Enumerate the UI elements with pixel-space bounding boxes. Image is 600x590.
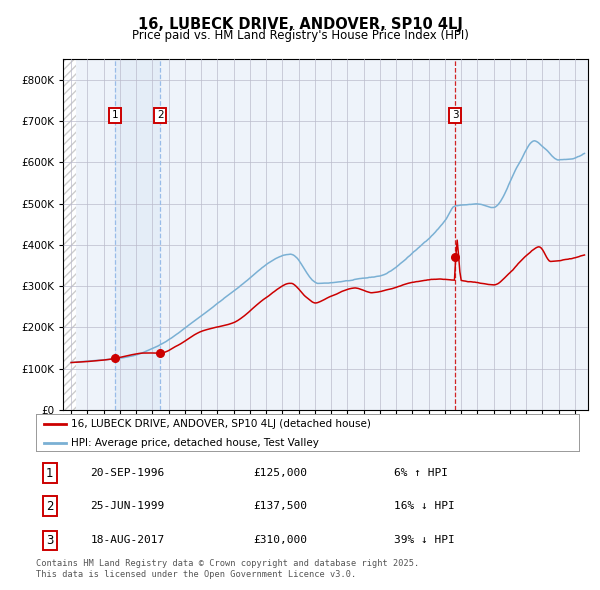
Text: 2: 2: [46, 500, 53, 513]
Bar: [115, 59, 160, 410]
Text: 3: 3: [452, 110, 458, 120]
Text: Contains HM Land Registry data © Crown copyright and database right 2025.
This d: Contains HM Land Registry data © Crown c…: [36, 559, 419, 579]
Text: 2: 2: [157, 110, 164, 120]
Text: £310,000: £310,000: [253, 535, 307, 545]
Text: £125,000: £125,000: [253, 468, 307, 478]
Text: £137,500: £137,500: [253, 502, 307, 512]
Text: 16, LUBECK DRIVE, ANDOVER, SP10 4LJ (detached house): 16, LUBECK DRIVE, ANDOVER, SP10 4LJ (det…: [71, 419, 371, 430]
Text: 1: 1: [46, 467, 53, 480]
Text: 18-AUG-2017: 18-AUG-2017: [91, 535, 164, 545]
Text: 16, LUBECK DRIVE, ANDOVER, SP10 4LJ: 16, LUBECK DRIVE, ANDOVER, SP10 4LJ: [137, 17, 463, 32]
Text: 6% ↑ HPI: 6% ↑ HPI: [394, 468, 448, 478]
Text: Price paid vs. HM Land Registry's House Price Index (HPI): Price paid vs. HM Land Registry's House …: [131, 30, 469, 42]
Text: 25-JUN-1999: 25-JUN-1999: [91, 502, 164, 512]
Text: 1: 1: [112, 110, 119, 120]
Text: 20-SEP-1996: 20-SEP-1996: [91, 468, 164, 478]
Text: HPI: Average price, detached house, Test Valley: HPI: Average price, detached house, Test…: [71, 438, 319, 448]
Text: 39% ↓ HPI: 39% ↓ HPI: [394, 535, 455, 545]
Text: 3: 3: [46, 534, 53, 547]
Bar: [63, 59, 76, 410]
Text: 16% ↓ HPI: 16% ↓ HPI: [394, 502, 455, 512]
